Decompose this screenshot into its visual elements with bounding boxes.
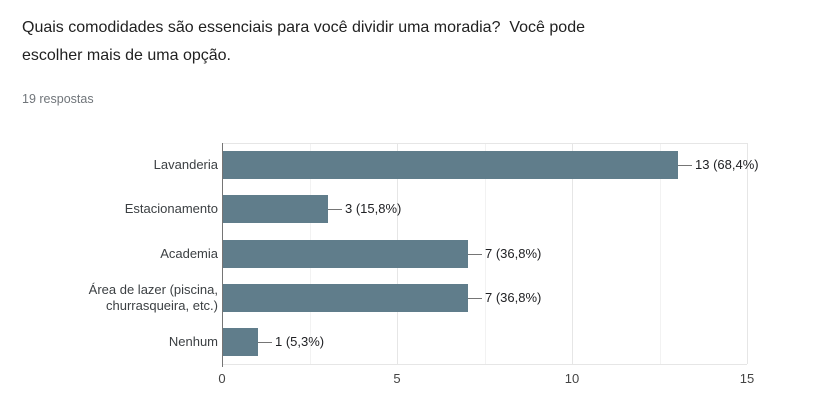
value-leader-line: [468, 297, 482, 299]
question-title-line-2: escolher mais de uma opção.: [22, 47, 231, 64]
value-leader-line: [328, 209, 342, 211]
bar: [223, 195, 328, 224]
category-label: Lavanderia: [153, 157, 218, 173]
responses-count: 19 respostas: [22, 92, 94, 106]
category-label: Academia: [160, 245, 218, 261]
plot-top-border: [222, 143, 747, 144]
x-tick-label: 5: [393, 371, 401, 386]
value-label: 3 (15,8%): [345, 201, 402, 217]
value-label: 13 (68,4%): [695, 157, 759, 173]
category-label: Nenhum: [168, 333, 218, 349]
bar: [223, 239, 468, 268]
x-tick-label: 0: [218, 371, 226, 386]
question-title: Quais comodidades são essenciais para vo…: [22, 14, 742, 70]
value-label: 7 (36,8%): [485, 289, 542, 305]
category-label: Área de lazer (piscina, churrasqueira, e…: [88, 281, 218, 313]
value-leader-line: [258, 341, 272, 343]
value-leader-line: [468, 253, 482, 255]
value-label: 7 (36,8%): [485, 245, 542, 261]
x-axis-baseline: [222, 143, 223, 367]
category-label: Estacionamento: [124, 201, 218, 217]
gridline: [484, 143, 486, 364]
gridline: [572, 143, 573, 364]
gridline: [659, 143, 661, 364]
question-title-line-1: Quais comodidades são essenciais para vo…: [22, 19, 585, 36]
x-tick-label: 10: [564, 371, 580, 386]
value-leader-line: [678, 165, 692, 167]
gridline: [747, 143, 748, 364]
bar: [223, 283, 468, 312]
value-label: 1 (5,3%): [275, 333, 325, 349]
plot-bottom-border: [222, 364, 747, 365]
bar: [223, 327, 258, 356]
bar: [223, 151, 678, 180]
x-tick-label: 15: [739, 371, 755, 386]
